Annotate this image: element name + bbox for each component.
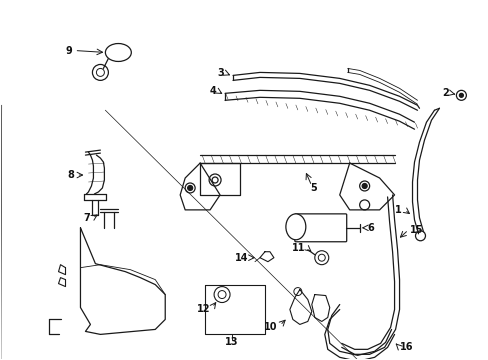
- Text: 6: 6: [367, 223, 374, 233]
- Text: 9: 9: [65, 45, 72, 55]
- Text: 7: 7: [83, 213, 90, 223]
- Text: 12: 12: [196, 305, 210, 315]
- Text: 15: 15: [408, 225, 422, 235]
- Text: 14: 14: [234, 253, 247, 263]
- Text: 13: 13: [225, 337, 238, 347]
- FancyBboxPatch shape: [294, 214, 346, 242]
- Ellipse shape: [105, 44, 131, 62]
- Text: 2: 2: [442, 88, 448, 98]
- Text: 4: 4: [209, 86, 216, 96]
- Circle shape: [187, 185, 192, 190]
- Text: 5: 5: [309, 183, 316, 193]
- Circle shape: [458, 93, 463, 97]
- Text: 16: 16: [399, 342, 412, 352]
- Text: 1: 1: [394, 205, 401, 215]
- Text: 11: 11: [292, 243, 305, 253]
- Text: 3: 3: [217, 68, 224, 78]
- Circle shape: [362, 184, 366, 189]
- Ellipse shape: [285, 214, 305, 240]
- Text: 8: 8: [67, 170, 74, 180]
- Text: 10: 10: [264, 323, 277, 332]
